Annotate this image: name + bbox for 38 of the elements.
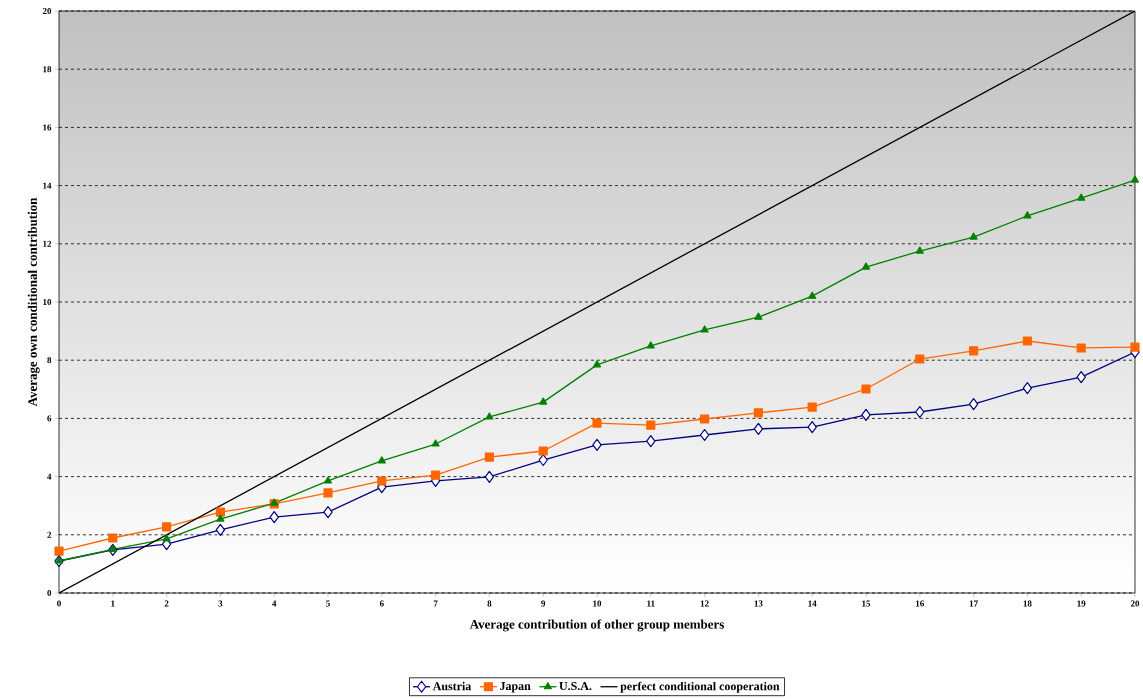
legend-label: U.S.A. [559,682,592,691]
x-tick-label: 0 [57,600,61,607]
x-tick-label: 18 [1023,600,1032,607]
y-tick-label: 6 [47,415,52,422]
legend-label: Austria [432,681,472,691]
y-tick-label: 16 [43,124,52,131]
x-tick-label: 6 [379,600,384,607]
x-tick-label: 16 [916,600,925,607]
x-tick-label: 1 [111,600,115,607]
x-tick-label: 2 [164,600,169,607]
x-tick-label: 10 [593,600,602,607]
x-tick-label: 3 [218,600,223,607]
x-tick-label: 20 [1130,600,1140,607]
legend-label: perfect conditional cooperation [620,681,780,693]
x-axis-title: Average contribution of other group members [469,619,724,632]
x-tick-label: 4 [272,600,277,607]
x-tick-label: 14 [808,600,817,607]
x-tick-label: 8 [487,600,492,607]
y-tick-label: 8 [47,357,52,364]
y-tick-label: 4 [47,473,52,480]
x-tick-label: 17 [969,600,978,607]
y-tick-label: 18 [43,66,52,73]
y-axis-title: Average own conditional contribution [27,197,40,407]
y-tick-label: 2 [47,531,52,538]
x-tick-label: 13 [754,600,763,607]
x-tick-label: 11 [647,600,655,607]
x-tick-label: 5 [326,600,330,607]
x-tick-label: 19 [1077,600,1086,607]
y-tick-label: 14 [43,182,52,189]
x-tick-label: 9 [541,600,546,607]
y-tick-label: 12 [43,240,52,247]
y-tick-label: 10 [43,298,52,306]
x-tick-label: 15 [862,600,871,607]
x-tick-label: 7 [433,600,438,607]
legend-label: Japan [500,682,531,693]
x-tick-label: 12 [700,600,709,607]
y-tick-label: 20 [42,7,52,15]
y-tick-label: 0 [47,589,52,597]
